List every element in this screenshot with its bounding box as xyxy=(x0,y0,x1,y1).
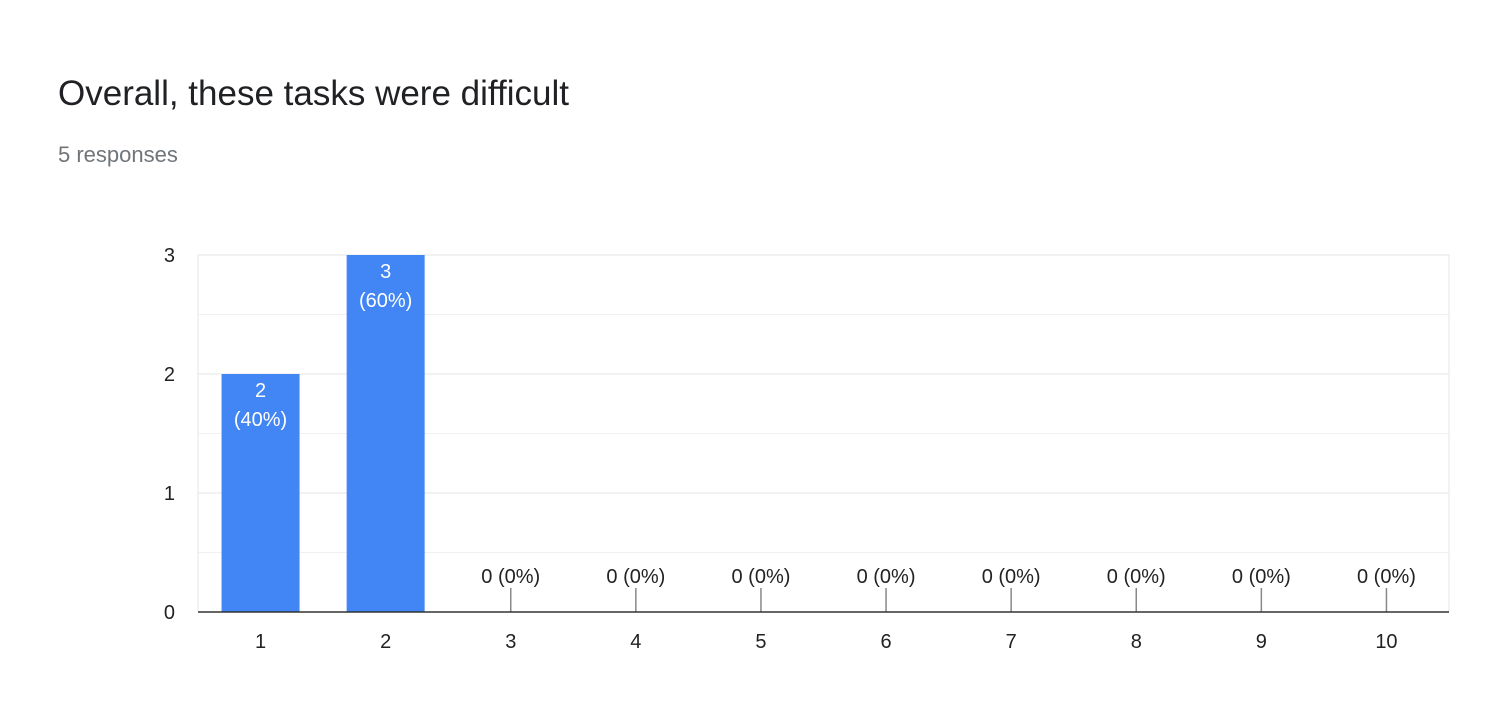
bar-value-label: 3 xyxy=(380,261,391,283)
x-tick-label: 7 xyxy=(1006,631,1017,653)
y-tick-label: 2 xyxy=(164,364,175,386)
x-tick-label: 10 xyxy=(1375,631,1397,653)
bar-value-label: 0 (0%) xyxy=(1107,566,1166,588)
bar xyxy=(221,374,300,612)
y-tick-label: 3 xyxy=(164,245,175,267)
x-tick-label: 5 xyxy=(755,631,766,653)
bar-value-label: 0 (0%) xyxy=(1232,566,1291,588)
y-tick-label: 1 xyxy=(164,483,175,505)
x-tick-label: 2 xyxy=(380,631,391,653)
bar-value-label: 0 (0%) xyxy=(481,566,540,588)
bar-value-label: 0 (0%) xyxy=(1357,566,1416,588)
x-tick-label: 9 xyxy=(1256,631,1267,653)
x-tick-label: 4 xyxy=(630,631,641,653)
bar-percent-label: (40%) xyxy=(234,409,287,431)
question-title: Overall, these tasks were difficult xyxy=(58,74,569,113)
bar-value-label: 0 (0%) xyxy=(857,566,916,588)
y-tick-label: 0 xyxy=(164,602,175,624)
bar-value-label: 2 xyxy=(255,380,266,402)
bar-percent-label: (60%) xyxy=(359,290,412,312)
x-tick-label: 3 xyxy=(505,631,516,653)
bar-value-label: 0 (0%) xyxy=(606,566,665,588)
x-tick-label: 8 xyxy=(1131,631,1142,653)
bar-value-label: 0 (0%) xyxy=(731,566,790,588)
response-count: 5 responses xyxy=(58,142,178,167)
bar xyxy=(346,255,425,612)
bar-value-label: 0 (0%) xyxy=(982,566,1041,588)
x-tick-label: 1 xyxy=(255,631,266,653)
x-tick-label: 6 xyxy=(880,631,891,653)
